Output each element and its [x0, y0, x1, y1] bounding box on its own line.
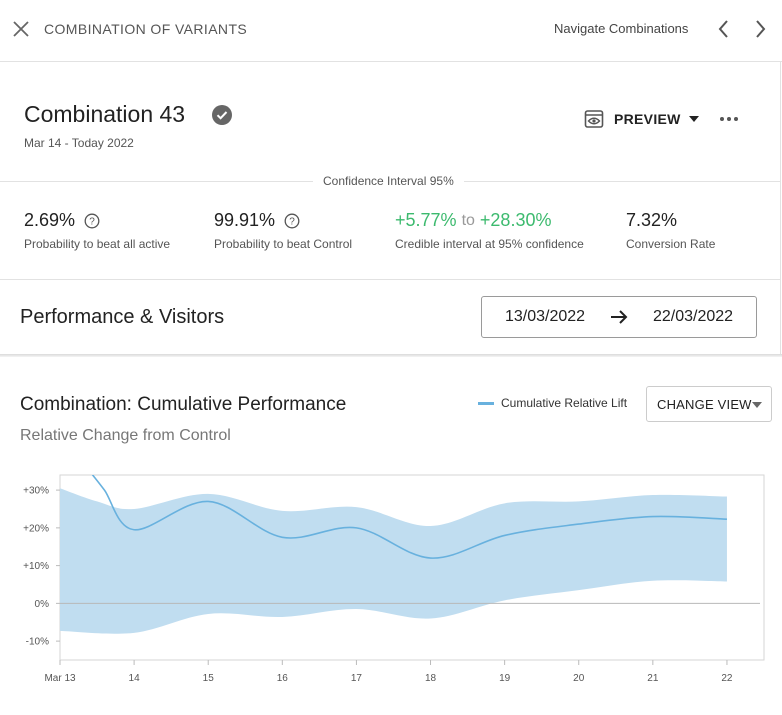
beat-control-value: 99.91% — [214, 210, 276, 230]
conversion-value: 7.32% — [626, 210, 678, 230]
preview-button[interactable]: PREVIEW — [584, 106, 701, 132]
y-tick-label: +10% — [23, 561, 49, 572]
preview-icon — [584, 110, 604, 128]
y-tick-label: -10% — [26, 637, 49, 648]
chart-legend: Cumulative Relative Lift — [478, 396, 627, 410]
panel-edge — [780, 62, 781, 355]
stat-conversion-rate: 7.32% Conversion Rate — [626, 210, 715, 251]
x-tick-label: 16 — [277, 673, 289, 684]
date-range-picker[interactable]: 13/03/2022 22/03/2022 — [481, 296, 757, 338]
change-view-dropdown[interactable]: CHANGE VIEW — [646, 386, 772, 422]
performance-title: Performance & Visitors — [20, 306, 225, 328]
panel-title: COMBINATION OF VARIANTS — [44, 21, 248, 37]
conversion-label: Conversion Rate — [626, 237, 716, 251]
navigate-combinations-label: Navigate Combinations — [554, 21, 689, 36]
top-bar: COMBINATION OF VARIANTS Navigate Combina… — [0, 0, 782, 62]
credible-low-value: +5.77% — [395, 210, 457, 230]
series-line — [91, 475, 727, 559]
cumulative-performance-chart: -10% 0% +10% +20% +30% Mar 13 14 15 16 17 18 19 20 21… — [23, 474, 765, 684]
close-icon[interactable] — [10, 18, 32, 40]
date-range-label: Mar 14 - Today 2022 — [24, 136, 134, 150]
stat-beat-all: 2.69% ? Probability to beat all active — [24, 210, 170, 251]
section-divider — [0, 279, 780, 280]
verified-check-icon — [212, 105, 232, 125]
caret-down-icon — [752, 402, 762, 408]
x-tick-label: 14 — [129, 673, 141, 684]
credible-to-word: to — [461, 211, 475, 229]
legend-swatch — [478, 401, 494, 405]
date-to: 22/03/2022 — [653, 308, 734, 325]
x-tick-label: 22 — [721, 673, 733, 684]
caret-down-icon — [688, 116, 699, 122]
arrow-right-icon — [611, 310, 628, 324]
credible-label: Credible interval at 95% confidence — [395, 237, 584, 251]
stat-credible-interval: +5.77% to +28.30% Credible interval at 9… — [395, 210, 584, 251]
chart-title: Combination: Cumulative Performance — [20, 394, 347, 415]
date-from: 13/03/2022 — [505, 308, 586, 325]
chevron-right-icon[interactable] — [749, 18, 771, 40]
x-tick-label: 17 — [351, 673, 363, 684]
x-tick-label: Mar 13 — [44, 673, 76, 684]
y-tick-label: +30% — [23, 486, 49, 497]
x-tick-label: 15 — [203, 673, 215, 684]
y-tick-label: 0% — [35, 599, 50, 610]
stat-beat-control: 99.91% ? Probability to beat Control — [214, 210, 352, 251]
confidence-band — [60, 488, 727, 634]
beat-all-value: 2.69% — [24, 210, 76, 230]
x-tick-label: 19 — [499, 673, 511, 684]
credible-high-value: +28.30% — [479, 210, 552, 230]
help-icon[interactable]: ? — [284, 213, 300, 229]
confidence-interval-label: Confidence Interval 95% — [313, 174, 464, 188]
help-icon[interactable]: ? — [84, 213, 100, 229]
preview-label: PREVIEW — [614, 111, 681, 127]
beat-control-label: Probability to beat Control — [214, 237, 353, 251]
svg-text:?: ? — [289, 216, 295, 227]
x-tick-label: 20 — [573, 673, 585, 684]
section-shadow — [0, 354, 782, 357]
beat-all-label: Probability to beat all active — [24, 237, 171, 251]
more-options-icon[interactable] — [716, 108, 742, 130]
legend-label: Cumulative Relative Lift — [501, 396, 628, 410]
combination-title: Combination 43 — [24, 101, 186, 127]
change-view-label: CHANGE VIEW — [657, 397, 752, 412]
x-tick-label: 18 — [425, 673, 437, 684]
x-tick-label: 21 — [647, 673, 659, 684]
chevron-left-icon[interactable] — [713, 18, 735, 40]
y-tick-label: +20% — [23, 523, 49, 534]
svg-text:?: ? — [89, 216, 95, 227]
chart-subtitle: Relative Change from Control — [20, 427, 231, 444]
